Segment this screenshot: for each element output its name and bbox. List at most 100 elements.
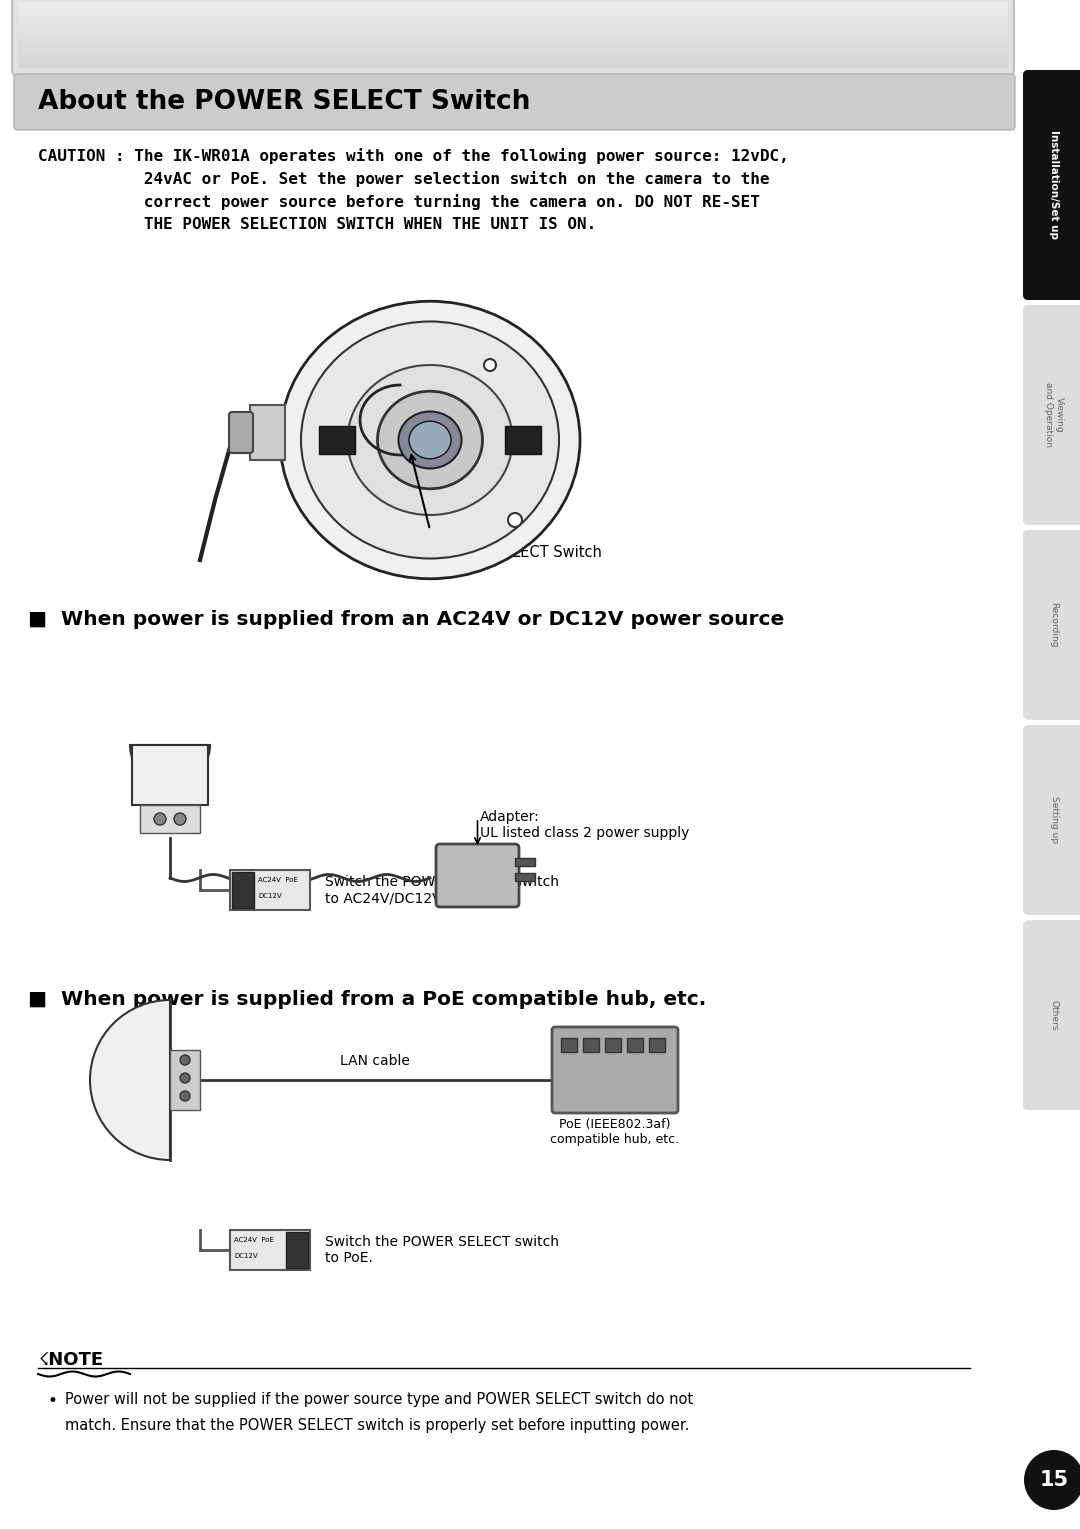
Bar	[249, 405, 285, 460]
Text: Setting up: Setting up	[1050, 797, 1058, 844]
Wedge shape	[90, 1000, 170, 1161]
Bar	[132, 745, 208, 804]
Text: ■  When power is supplied from a PoE compatible hub, etc.: ■ When power is supplied from a PoE comp…	[28, 989, 706, 1009]
Text: DC12V: DC12V	[258, 893, 282, 899]
Bar	[18, 50, 1008, 52]
Bar	[170, 1050, 200, 1110]
Text: ☇NOTE: ☇NOTE	[38, 1352, 103, 1368]
Ellipse shape	[399, 411, 461, 468]
Circle shape	[508, 514, 522, 528]
Text: About the POWER SELECT Switch: About the POWER SELECT Switch	[38, 89, 530, 115]
Text: POWER SELECT Switch: POWER SELECT Switch	[435, 544, 602, 560]
Bar	[649, 1038, 665, 1052]
Bar	[18, 2, 1008, 5]
Bar	[18, 11, 1008, 14]
FancyBboxPatch shape	[1023, 920, 1080, 1110]
Circle shape	[180, 1055, 190, 1066]
Bar	[18, 35, 1008, 37]
Text: LAN cable: LAN cable	[340, 1053, 410, 1067]
Text: Power will not be supplied if the power source type and POWER SELECT switch do n: Power will not be supplied if the power …	[65, 1391, 693, 1407]
Text: AC24V  PoE: AC24V PoE	[258, 878, 298, 884]
Bar	[605, 1038, 621, 1052]
Bar	[18, 37, 1008, 40]
FancyBboxPatch shape	[1023, 70, 1080, 300]
FancyBboxPatch shape	[12, 0, 1014, 76]
Bar	[18, 66, 1008, 67]
Bar	[18, 55, 1008, 57]
Text: THE POWER SELECTION SWITCH WHEN THE UNIT IS ON.: THE POWER SELECTION SWITCH WHEN THE UNIT…	[38, 217, 596, 232]
Bar	[18, 17, 1008, 20]
Text: match. Ensure that the POWER SELECT switch is properly set before inputting powe: match. Ensure that the POWER SELECT swit…	[65, 1417, 689, 1433]
Bar	[18, 5, 1008, 6]
FancyBboxPatch shape	[436, 844, 519, 907]
Bar	[561, 1038, 577, 1052]
Bar	[18, 57, 1008, 60]
Text: Switch the POWER SELECT switch
to PoE.: Switch the POWER SELECT switch to PoE.	[325, 1235, 559, 1264]
Circle shape	[180, 1092, 190, 1101]
Text: •: •	[48, 1391, 58, 1410]
Bar	[18, 15, 1008, 17]
Circle shape	[174, 813, 186, 826]
FancyBboxPatch shape	[14, 73, 1015, 130]
Bar	[18, 6, 1008, 9]
Bar	[232, 872, 254, 908]
FancyBboxPatch shape	[229, 411, 253, 453]
Ellipse shape	[280, 301, 580, 579]
Ellipse shape	[348, 365, 513, 515]
Bar	[18, 61, 1008, 64]
Text: PoE (IEEE802.3af)
compatible hub, etc.: PoE (IEEE802.3af) compatible hub, etc.	[551, 1118, 679, 1147]
Bar	[515, 873, 535, 881]
Text: ■  When power is supplied from an AC24V or DC12V power source: ■ When power is supplied from an AC24V o…	[28, 610, 784, 628]
Text: Installation/Set up: Installation/Set up	[1049, 130, 1059, 240]
Bar	[286, 1232, 308, 1268]
Bar	[18, 32, 1008, 35]
Text: DC12V: DC12V	[234, 1252, 258, 1258]
Bar	[18, 9, 1008, 11]
Bar	[230, 1229, 310, 1271]
Bar	[627, 1038, 643, 1052]
Bar	[18, 52, 1008, 55]
Bar	[18, 64, 1008, 66]
Text: Recording: Recording	[1050, 602, 1058, 648]
Text: Viewing
and Operation: Viewing and Operation	[1044, 382, 1064, 448]
Bar	[230, 870, 310, 910]
Bar	[18, 40, 1008, 41]
FancyBboxPatch shape	[1023, 531, 1080, 720]
FancyBboxPatch shape	[1023, 725, 1080, 914]
Bar	[18, 24, 1008, 26]
Circle shape	[180, 1073, 190, 1083]
Bar	[18, 49, 1008, 50]
Bar	[18, 21, 1008, 24]
Text: AC24V  PoE: AC24V PoE	[234, 1237, 274, 1243]
Bar	[18, 60, 1008, 61]
Text: 24vAC or PoE. Set the power selection switch on the camera to the: 24vAC or PoE. Set the power selection sw…	[38, 171, 769, 187]
Circle shape	[1024, 1449, 1080, 1511]
Circle shape	[154, 813, 166, 826]
Text: Adapter:
UL listed class 2 power supply: Adapter: UL listed class 2 power supply	[480, 810, 689, 839]
Text: correct power source before turning the camera on. DO NOT RE-SET: correct power source before turning the …	[38, 194, 760, 209]
Bar	[18, 31, 1008, 32]
Bar	[140, 804, 200, 833]
Ellipse shape	[301, 321, 559, 558]
Text: CAUTION : The IK-WR01A operates with one of the following power source: 12vDC,: CAUTION : The IK-WR01A operates with one…	[38, 148, 788, 164]
Bar	[18, 41, 1008, 44]
Bar	[505, 427, 541, 454]
Bar	[18, 29, 1008, 31]
FancyBboxPatch shape	[1023, 304, 1080, 524]
Bar	[18, 44, 1008, 46]
FancyBboxPatch shape	[552, 1027, 678, 1113]
Bar	[583, 1038, 599, 1052]
Text: Others: Others	[1050, 1000, 1058, 1031]
Circle shape	[484, 359, 496, 372]
Wedge shape	[130, 745, 210, 784]
Bar	[18, 26, 1008, 29]
Bar	[18, 20, 1008, 21]
Ellipse shape	[378, 391, 483, 489]
Bar	[319, 427, 355, 454]
Text: 15: 15	[1039, 1469, 1068, 1489]
Text: Switch the POWER SELECT switch
to AC24V/DC12V.: Switch the POWER SELECT switch to AC24V/…	[325, 875, 559, 905]
Bar	[18, 46, 1008, 49]
Bar	[18, 14, 1008, 15]
Ellipse shape	[409, 422, 451, 459]
Bar	[515, 858, 535, 865]
